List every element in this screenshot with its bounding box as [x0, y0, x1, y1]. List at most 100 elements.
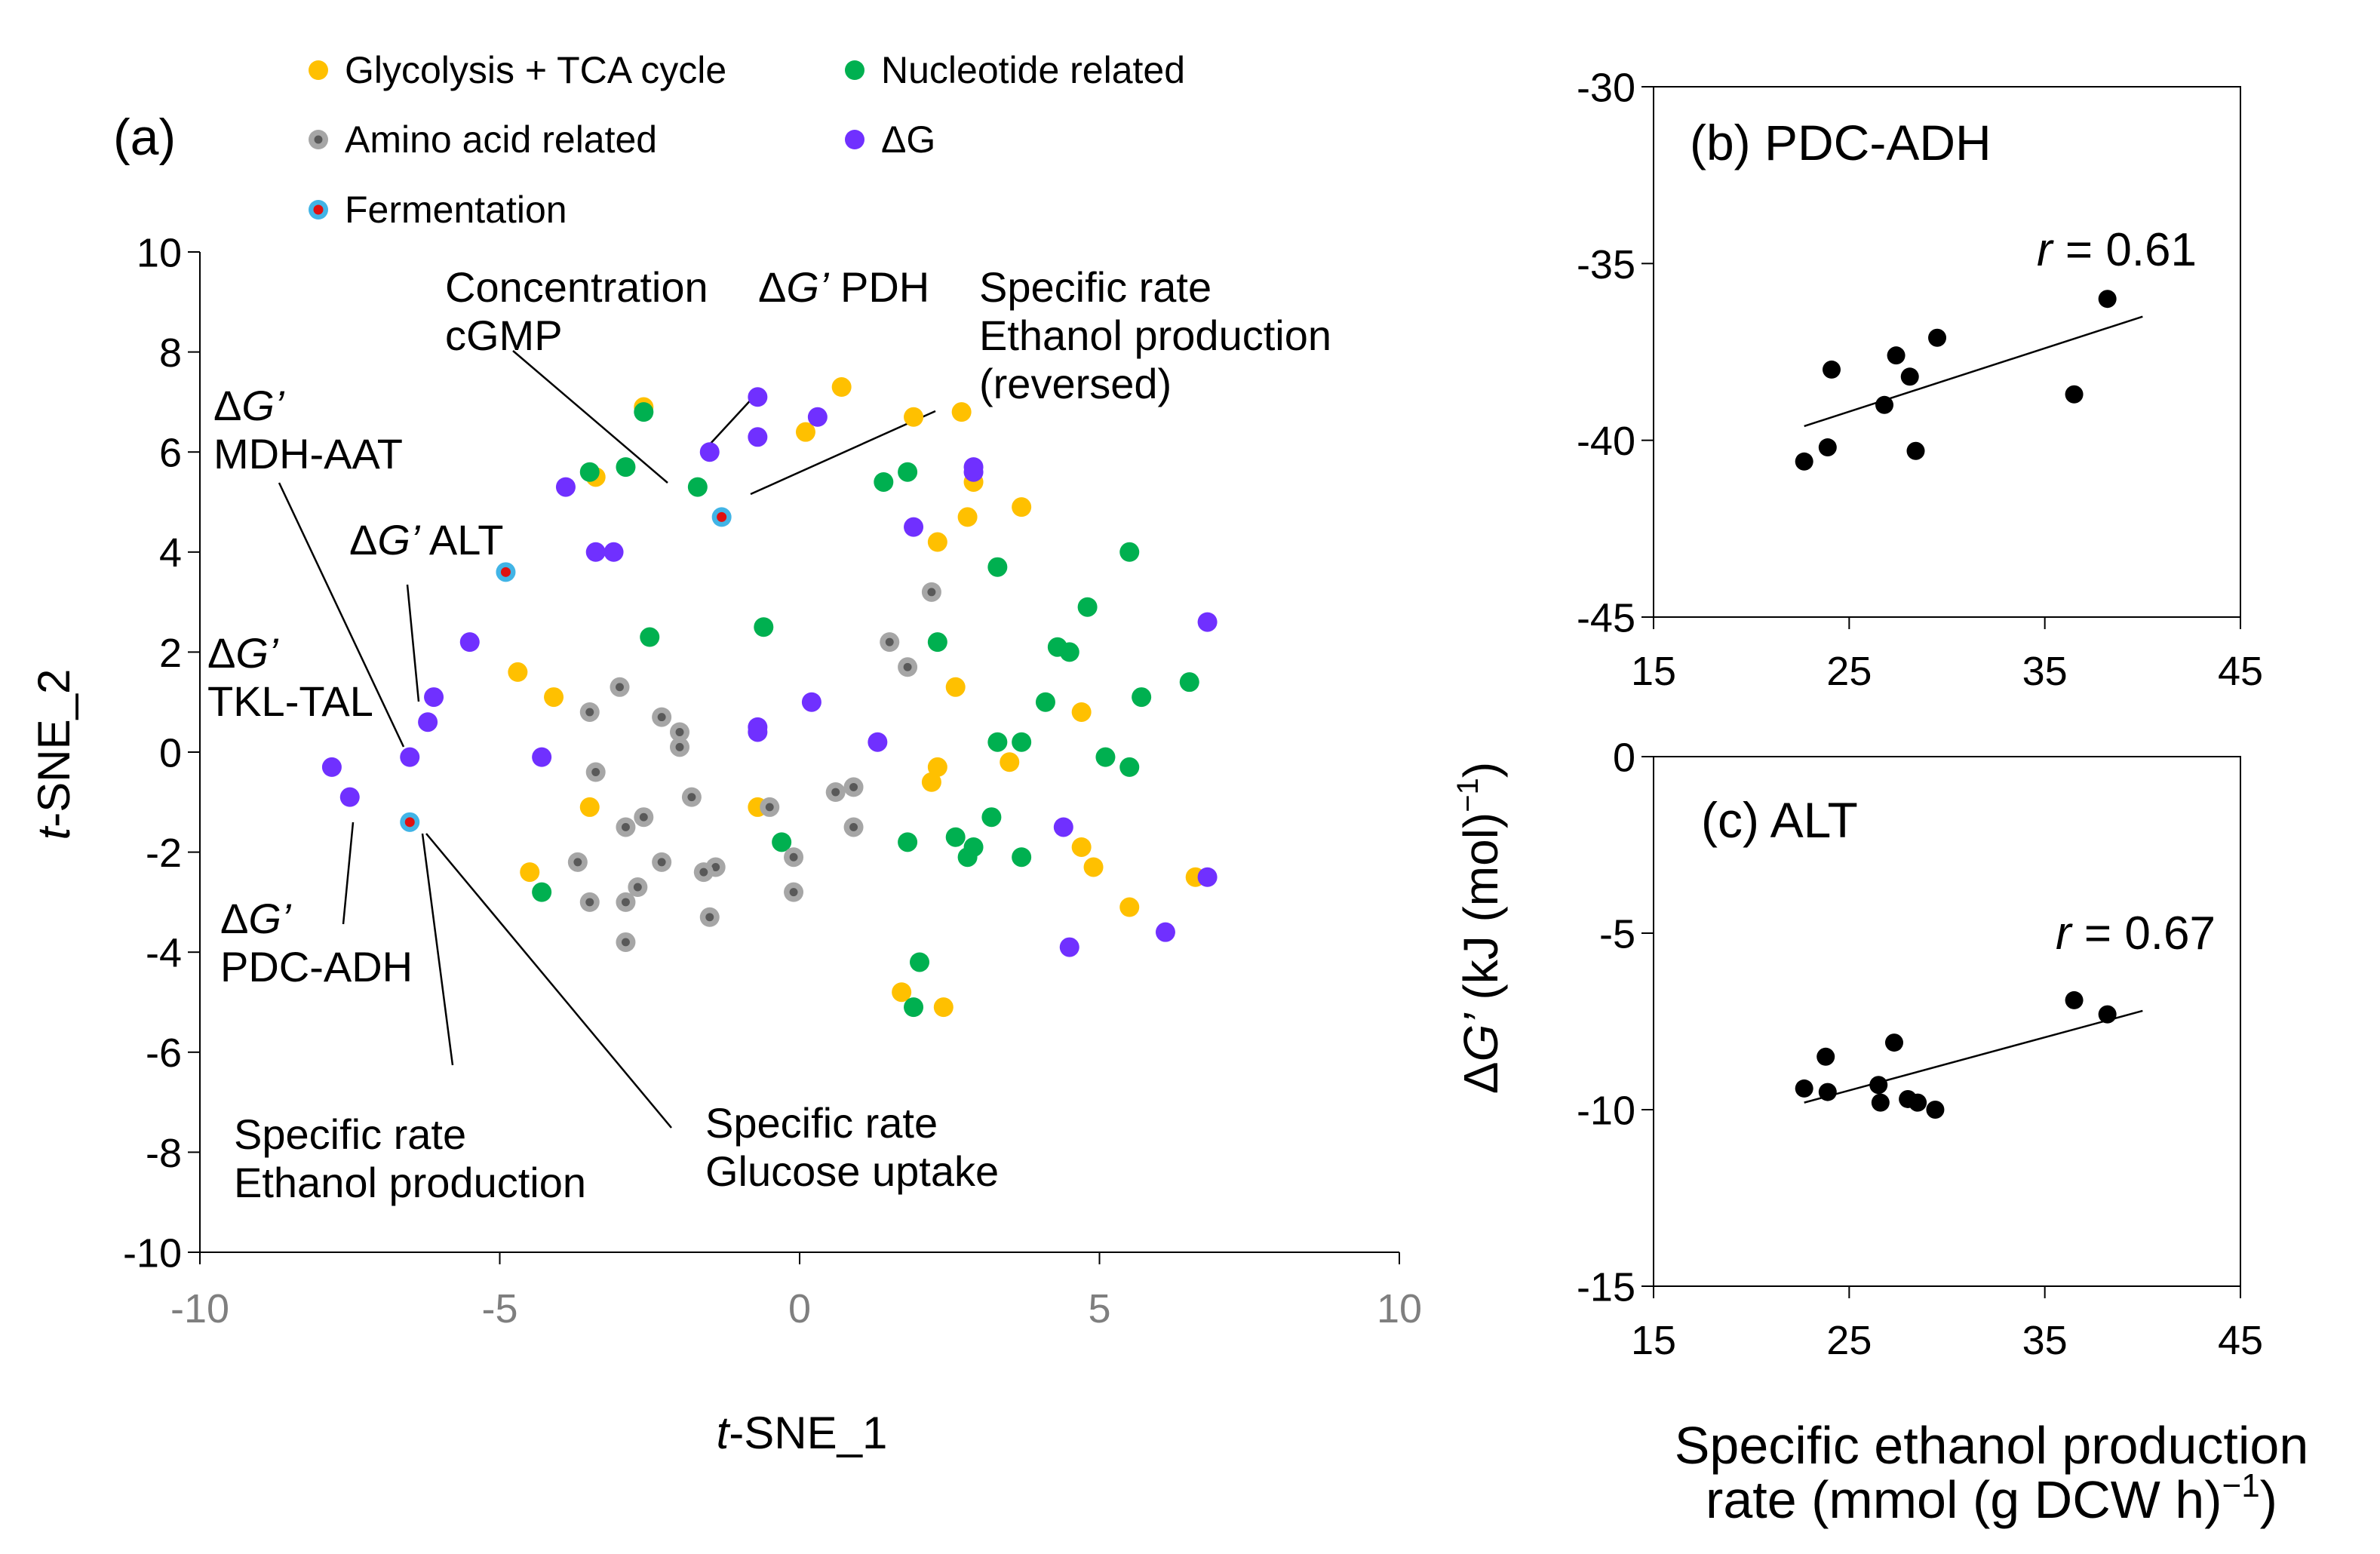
point-amino-acid-center — [849, 822, 858, 831]
point-glycolysis — [904, 407, 924, 427]
point-amino-acid — [616, 892, 636, 912]
point-glycolysis — [520, 862, 540, 883]
panel-c-point — [1816, 1047, 1835, 1066]
panel-a-label: (a) — [113, 109, 176, 166]
point-glycolysis — [1071, 702, 1092, 722]
point-amino-acid — [699, 907, 720, 927]
point-amino-acid-center — [675, 728, 684, 736]
point-nucleotide-fill — [634, 402, 654, 422]
point-glycolysis — [1071, 837, 1092, 857]
panel-a-y-tick-label: 0 — [159, 730, 182, 775]
point-glycolysis-fill — [904, 407, 924, 427]
point-glycolysis — [957, 507, 978, 527]
point-amino-acid-center — [699, 868, 708, 877]
panel-b-y-tick-label: -40 — [1577, 419, 1635, 464]
point-amino-acid — [628, 877, 648, 898]
point-nucleotide-fill — [640, 627, 660, 647]
panel-b-point — [1906, 441, 1925, 460]
point-nucleotide — [532, 882, 552, 902]
panel-a-x-tick-label: -10 — [170, 1286, 229, 1331]
point-deltaG-fill — [904, 517, 924, 537]
point-amino-acid — [634, 807, 654, 828]
panel-b-plot-frame — [1653, 86, 2241, 618]
annotation-concentration-cgmp-line: Concentration — [445, 263, 708, 311]
annotation-dg-mdh-aat-line: ΔG’ — [213, 382, 285, 429]
point-nucleotide — [981, 807, 1002, 828]
point-nucleotide-fill — [1119, 757, 1140, 777]
legend-marker-amino-acid — [309, 130, 328, 149]
point-deltaG-fill — [1197, 867, 1218, 887]
point-glycolysis-fill — [927, 532, 947, 552]
point-nucleotide-fill — [927, 632, 947, 653]
point-glycolysis — [1119, 897, 1140, 917]
point-glycolysis-fill — [520, 862, 540, 883]
point-fermentation — [711, 507, 732, 527]
point-deltaG-fill — [603, 542, 624, 562]
point-glycolysis — [544, 687, 564, 708]
point-glycolysis — [921, 772, 941, 792]
point-nucleotide-fill — [1095, 747, 1116, 767]
point-amino-acid-center — [789, 888, 798, 897]
annotation-dg-alt-line: ΔG’ ALT — [349, 516, 503, 564]
point-nucleotide-fill — [579, 462, 600, 482]
point-deltaG-fill — [1053, 817, 1073, 837]
point-deltaG-fill — [532, 747, 552, 767]
point-amino-acid-center — [765, 803, 774, 812]
point-amino-acid — [843, 817, 864, 837]
point-amino-acid-center — [885, 637, 894, 646]
point-amino-acid — [616, 817, 636, 837]
panel-c-r-label: r = 0.67 — [2056, 908, 2216, 960]
point-glycolysis-fill — [951, 402, 972, 422]
panel-b-point — [2098, 290, 2117, 309]
point-glycolysis — [1012, 497, 1032, 517]
point-glycolysis-fill — [831, 377, 852, 398]
point-nucleotide-fill — [987, 732, 1008, 752]
point-amino-acid — [880, 632, 900, 653]
point-glycolysis-fill — [1012, 497, 1032, 517]
annotation-leader-line — [421, 833, 454, 1066]
panel-b-x-tick-label: 45 — [2218, 649, 2263, 694]
legend-label-nucleotide: Nucleotide related — [881, 49, 1185, 91]
point-amino-acid — [670, 737, 689, 757]
point-nucleotide-fill — [1035, 692, 1055, 712]
point-nucleotide-fill — [898, 832, 918, 852]
point-nucleotide — [579, 462, 600, 482]
point-glycolysis-fill — [1083, 857, 1104, 877]
point-glycolysis — [951, 402, 972, 422]
point-amino-acid-center — [621, 898, 630, 907]
panel-c-trendline — [1804, 1009, 2143, 1104]
shared-y-axis-label: ΔG’ (kJ (mol)−1) — [1451, 762, 1508, 1094]
point-deltaG — [1155, 922, 1175, 942]
point-glycolysis — [1083, 857, 1104, 877]
point-glycolysis-fill — [933, 997, 954, 1018]
point-fermentation-center — [500, 567, 511, 577]
point-nucleotide-fill — [987, 557, 1008, 577]
point-nucleotide-fill — [898, 462, 918, 482]
point-glycolysis-fill — [579, 797, 600, 817]
point-deltaG-fill — [748, 722, 768, 742]
legend-label-deltaG: ΔG — [881, 118, 935, 161]
panel-c-x-tick-label: 45 — [2218, 1318, 2263, 1363]
point-amino-acid-center — [639, 812, 648, 822]
point-glycolysis — [933, 997, 954, 1018]
point-amino-acid-center — [903, 662, 912, 671]
panel-b-y-tick-label: -45 — [1577, 595, 1635, 640]
point-deltaG — [603, 542, 624, 562]
annotation-dg-pdh-line: ΔG’ PDH — [758, 263, 929, 311]
panel-c-x-tick-label: 15 — [1631, 1318, 1676, 1363]
point-amino-acid-center — [585, 708, 594, 717]
legend: Glycolysis + TCA cycle Nucleotide related… — [309, 49, 1185, 231]
point-nucleotide-fill — [1059, 642, 1079, 662]
point-nucleotide — [987, 732, 1008, 752]
panel-c-point — [1884, 1033, 1903, 1052]
point-nucleotide — [772, 832, 792, 852]
annotation-rate-ethanol-reversed-line: (reversed) — [979, 360, 1172, 407]
annotation-leader-line — [750, 410, 936, 496]
point-amino-acid-center — [831, 788, 840, 797]
legend-label-fermentation: Fermentation — [345, 189, 567, 231]
point-deltaG — [748, 722, 768, 742]
panel-c-point — [1818, 1083, 1837, 1101]
legend-label-glycolysis: Glycolysis + TCA cycle — [345, 49, 726, 91]
point-nucleotide-fill — [772, 832, 792, 852]
